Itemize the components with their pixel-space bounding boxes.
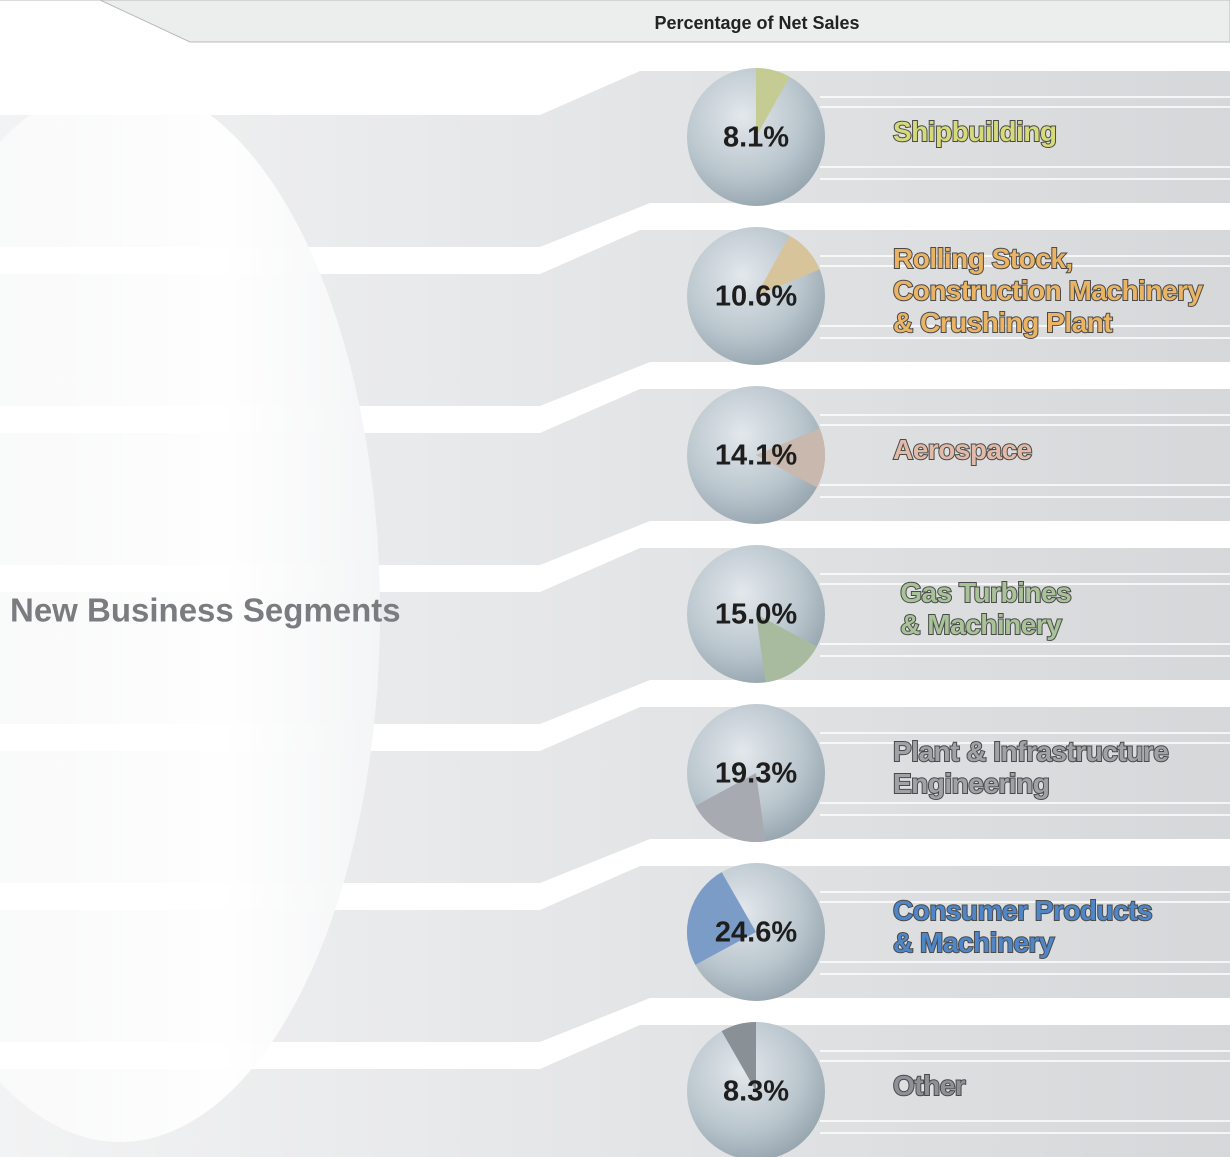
pie-slice xyxy=(756,428,826,488)
segment-label: Gas Turbines & Machinery xyxy=(899,576,1072,641)
value-label: 19.3% xyxy=(715,758,797,790)
value-label: 8.1% xyxy=(723,122,789,154)
pie-slice xyxy=(756,68,790,137)
pie-slice xyxy=(695,773,766,842)
header-band xyxy=(0,0,1230,43)
segment-label: Consumer Products & Machinery xyxy=(892,894,1154,959)
subtitle: New Business Segments xyxy=(10,592,401,629)
pie-slice xyxy=(687,872,756,965)
segment-label: Shipbuilding xyxy=(892,115,1058,148)
value-label: 24.6% xyxy=(715,917,797,949)
pie-slice xyxy=(756,235,820,296)
row-band xyxy=(0,1025,1230,1157)
row-band xyxy=(0,71,1230,247)
value-label: 14.1% xyxy=(715,440,797,472)
value-label: 15.0% xyxy=(715,599,797,631)
segment-oval xyxy=(0,82,380,1142)
chart-title: Percentage of Net Sales xyxy=(654,13,859,33)
value-label: 10.6% xyxy=(715,281,797,313)
segment-label: Aerospace xyxy=(892,433,1033,466)
segment-label: Other xyxy=(892,1069,967,1102)
segment-label: Rolling Stock, Construction Machinery & … xyxy=(892,242,1204,339)
value-label: 8.3% xyxy=(723,1076,789,1108)
pie-slice xyxy=(721,1022,756,1091)
segment-label: Plant & Infrastructure Engineering xyxy=(892,735,1170,800)
pie-slice xyxy=(756,614,817,683)
